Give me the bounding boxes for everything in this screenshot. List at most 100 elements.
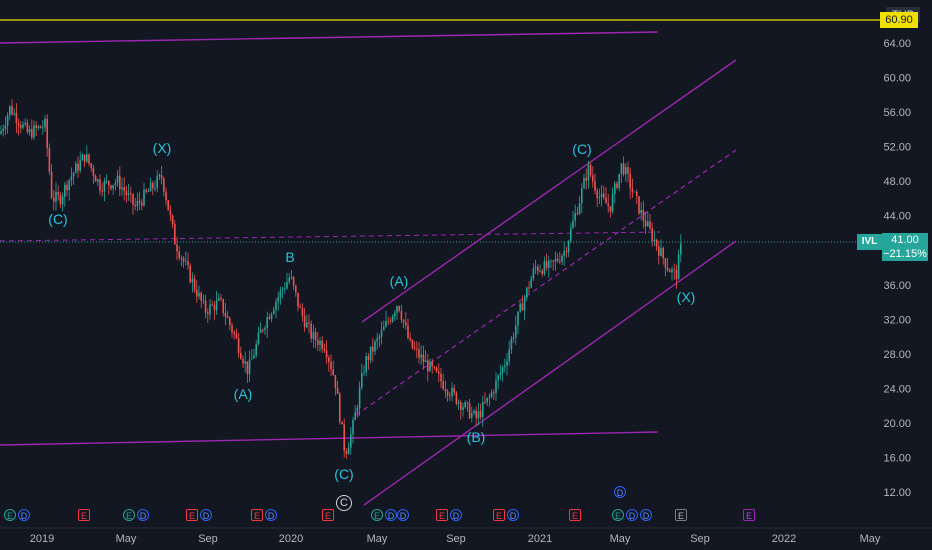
- candle-body: [321, 340, 323, 349]
- candle-body: [383, 326, 385, 331]
- candle-body: [59, 195, 62, 205]
- candle-body: [387, 321, 389, 322]
- candle-body: [649, 221, 651, 229]
- upper-trend-line[interactable]: [0, 31, 659, 44]
- dividend-icon[interactable]: D: [626, 509, 638, 521]
- dividend-icon[interactable]: D: [640, 509, 652, 521]
- wave-label[interactable]: (A): [234, 386, 253, 402]
- candle-body: [501, 367, 504, 374]
- dividend-icon[interactable]: D: [18, 509, 30, 521]
- earnings-icon[interactable]: E: [4, 509, 16, 521]
- candle-body: [110, 185, 112, 189]
- channel-lower-line[interactable]: [363, 240, 737, 506]
- candle-body: [169, 210, 172, 216]
- dividend-icon[interactable]: D: [450, 509, 462, 521]
- wave-labels: (C) (X) (A) B (C) (A) (B) (C) (X): [48, 140, 695, 482]
- candle-body: [620, 163, 623, 174]
- lower-trend-line[interactable]: [0, 431, 659, 446]
- candle-body: [618, 173, 620, 188]
- candle-body: [565, 250, 568, 253]
- dividend-icon[interactable]: D: [397, 509, 409, 521]
- wave-label[interactable]: (X): [153, 140, 172, 156]
- candle-body: [534, 266, 537, 269]
- candle-body: [20, 125, 22, 128]
- candle-body: [508, 349, 510, 362]
- wave-label[interactable]: B: [285, 249, 294, 265]
- candle-body: [462, 407, 464, 410]
- candle-body: [532, 268, 535, 279]
- earnings-icon[interactable]: E: [436, 509, 448, 521]
- candle-body: [486, 397, 488, 403]
- candle-body: [0, 131, 2, 134]
- candle-body: [583, 178, 585, 189]
- candle-body: [279, 290, 282, 298]
- candle-body: [105, 180, 108, 182]
- earnings-icon[interactable]: E: [123, 509, 135, 521]
- candle-body: [482, 402, 484, 418]
- earnings-icon[interactable]: E: [612, 509, 624, 521]
- candle-body: [295, 285, 297, 293]
- candle-body: [57, 191, 59, 196]
- earnings-icon[interactable]: E: [371, 509, 383, 521]
- y-tick-label: 44.00: [883, 211, 911, 223]
- dashed-level-line[interactable]: [0, 231, 661, 242]
- wave-label[interactable]: (A): [390, 273, 409, 289]
- candle-body: [136, 200, 139, 207]
- dividend-icon[interactable]: D: [137, 509, 149, 521]
- earnings-icon[interactable]: E: [322, 509, 334, 521]
- circle-marker[interactable]: C: [336, 495, 352, 511]
- wave-label[interactable]: (B): [467, 429, 486, 445]
- candle-body: [614, 183, 616, 194]
- candle-body: [504, 365, 506, 368]
- wave-label[interactable]: (X): [677, 289, 696, 305]
- candle-body: [31, 129, 33, 138]
- candle-body: [541, 270, 543, 275]
- candle-body: [277, 297, 279, 302]
- earnings-icon[interactable]: E: [186, 509, 198, 521]
- candle-body: [543, 261, 546, 275]
- candle-body: [477, 411, 480, 419]
- earnings-icon[interactable]: E: [569, 509, 581, 521]
- candle-body: [215, 300, 218, 311]
- candle-body: [638, 196, 640, 214]
- candle-body: [143, 189, 145, 206]
- candle-body: [587, 164, 590, 181]
- y-tick-label: 60.00: [883, 73, 911, 85]
- earnings-icon[interactable]: E: [493, 509, 505, 521]
- candle-body: [24, 122, 26, 125]
- dividend-icon[interactable]: D: [385, 509, 397, 521]
- candle-body: [13, 112, 15, 115]
- candle-body: [343, 424, 345, 452]
- candle-body: [103, 181, 106, 192]
- candle-body: [664, 258, 667, 268]
- candle-body: [222, 298, 224, 313]
- dividend-icon[interactable]: D: [200, 509, 212, 521]
- candle-body: [662, 247, 664, 259]
- candle-body: [647, 221, 649, 227]
- candle-body: [479, 411, 482, 418]
- wave-label[interactable]: (C): [334, 466, 353, 482]
- candle-body: [6, 115, 9, 126]
- candle-body: [600, 193, 603, 198]
- candle-body: [581, 188, 583, 204]
- candle-body: [251, 358, 253, 360]
- earnings-icon[interactable]: E: [675, 509, 687, 521]
- candle-body: [248, 359, 251, 375]
- candle-body: [325, 350, 328, 358]
- dividend-icon[interactable]: D: [614, 486, 626, 498]
- dividend-icon[interactable]: D: [265, 509, 277, 521]
- earnings-icon[interactable]: E: [743, 509, 755, 521]
- earnings-icon[interactable]: E: [78, 509, 90, 521]
- dividend-icon[interactable]: D: [507, 509, 519, 521]
- candle-body: [440, 373, 442, 382]
- candle-body: [176, 244, 178, 252]
- wave-label[interactable]: (C): [572, 141, 591, 157]
- channel-upper-line[interactable]: [361, 59, 737, 323]
- earnings-icon[interactable]: E: [251, 509, 263, 521]
- candle-body: [180, 257, 183, 259]
- candle-body: [655, 239, 658, 247]
- candle-body: [99, 179, 101, 191]
- candle-body: [455, 392, 458, 404]
- wave-label[interactable]: (C): [48, 211, 67, 227]
